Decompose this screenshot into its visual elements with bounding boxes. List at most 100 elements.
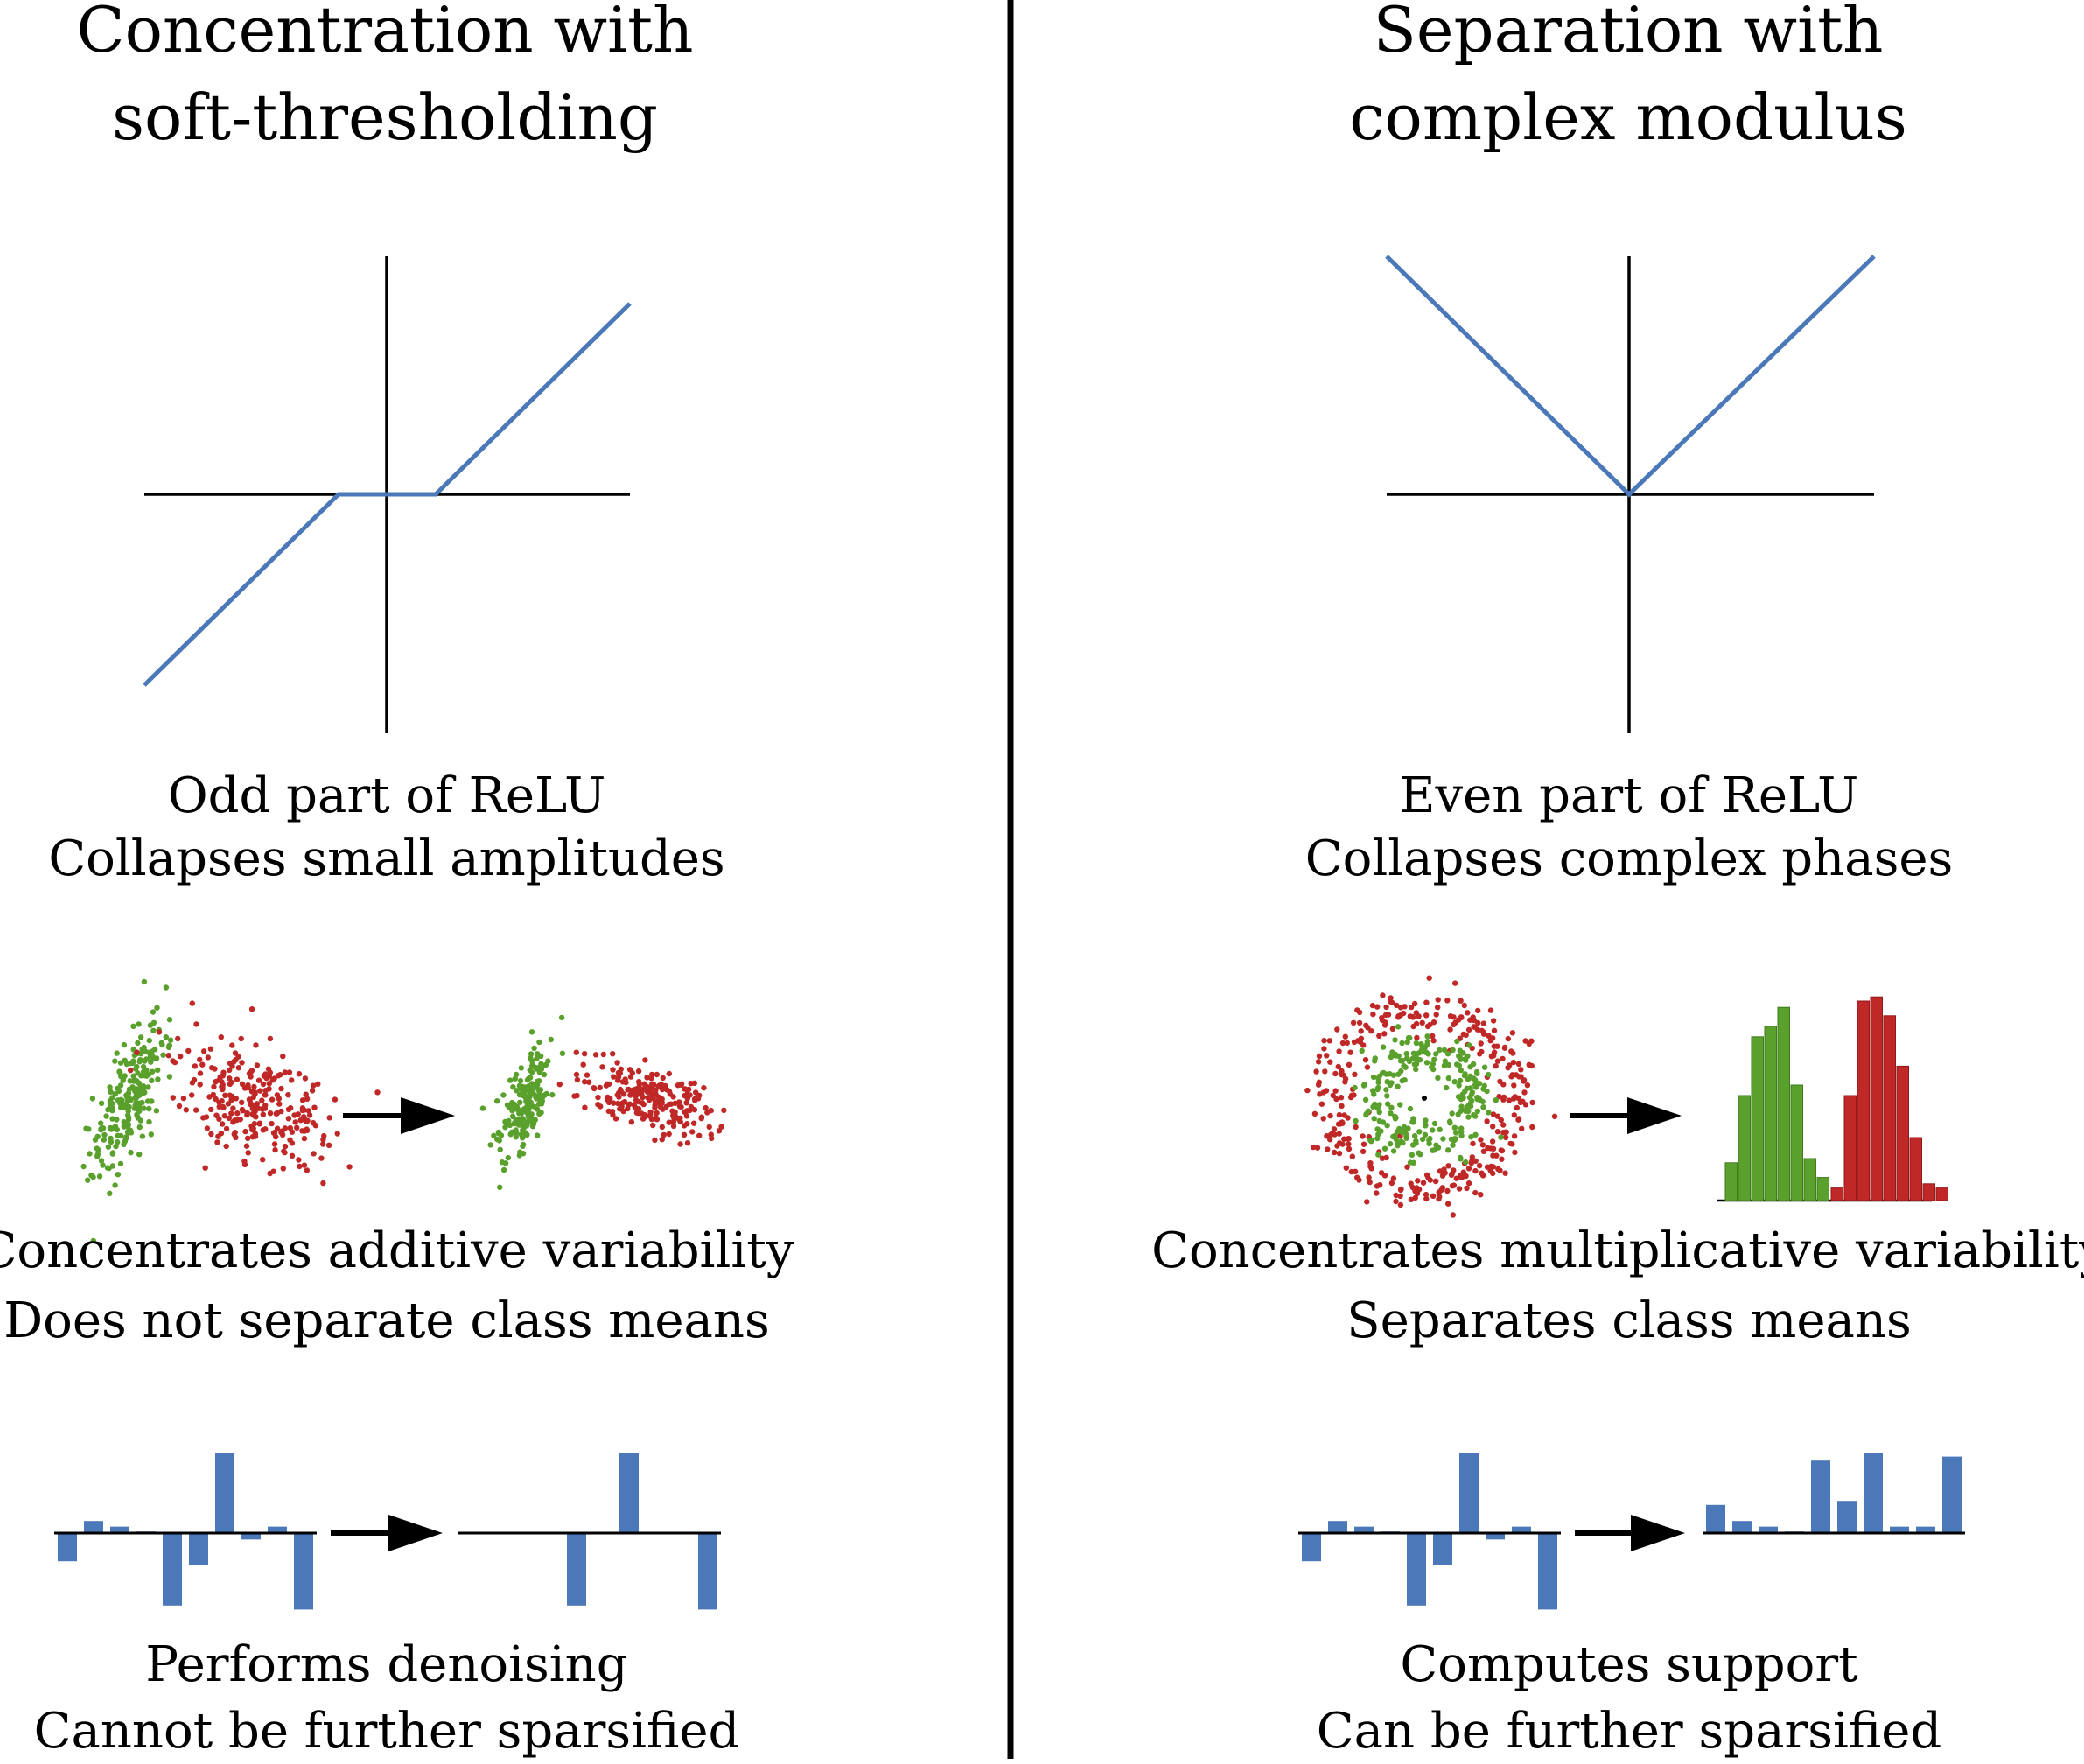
green-point — [1388, 1104, 1395, 1111]
green-point — [1362, 1096, 1369, 1103]
red-point — [1494, 1058, 1501, 1064]
red-point — [204, 1125, 211, 1131]
green-point — [1413, 1066, 1419, 1073]
green-point — [112, 1182, 118, 1188]
green-point — [1376, 1109, 1382, 1116]
green-point — [1445, 1147, 1451, 1153]
histogram-bar-red — [1922, 1183, 1935, 1201]
green-point — [1460, 1050, 1466, 1056]
red-point — [332, 1096, 339, 1102]
red-point — [1389, 999, 1395, 1006]
red-point — [1320, 1116, 1326, 1122]
green-point — [1404, 1039, 1410, 1046]
green-point — [115, 1139, 121, 1145]
green-point — [1390, 1133, 1396, 1140]
red-point — [580, 1061, 586, 1068]
red-point — [659, 1137, 665, 1143]
green-point — [1465, 1108, 1472, 1115]
green-point — [1398, 1138, 1404, 1144]
green-point — [114, 1050, 120, 1056]
red-point — [676, 1116, 682, 1123]
red-point — [1364, 1199, 1370, 1205]
red-point — [1493, 1063, 1499, 1069]
red-point — [1474, 1026, 1481, 1032]
red-point — [1490, 1018, 1497, 1024]
red-point — [1433, 1012, 1439, 1018]
red-point — [265, 1066, 272, 1072]
green-point — [1375, 1075, 1381, 1082]
vector-bar — [215, 1452, 234, 1533]
red-point — [1333, 1096, 1339, 1102]
red-point — [189, 1000, 195, 1006]
histogram-bar-red — [1896, 1065, 1909, 1201]
green-point — [146, 1105, 152, 1112]
green-point — [519, 1091, 525, 1098]
red-point — [244, 1110, 250, 1116]
red-point — [683, 1100, 689, 1106]
green-point — [120, 1077, 126, 1083]
red-point — [213, 1096, 219, 1102]
red-point — [1511, 1082, 1517, 1088]
green-point — [1395, 1024, 1402, 1030]
red-point — [278, 1130, 284, 1136]
red-point — [282, 1069, 288, 1075]
red-point — [1327, 1059, 1333, 1065]
red-point — [1316, 1079, 1323, 1086]
vector-bar — [268, 1526, 287, 1533]
green-point — [1472, 1131, 1479, 1138]
green-point — [1430, 1066, 1437, 1073]
red-point — [677, 1141, 683, 1147]
red-point — [1484, 1118, 1490, 1124]
red-point — [281, 1148, 287, 1154]
red-point — [299, 1097, 306, 1103]
red-point — [1393, 1192, 1399, 1199]
green-point — [109, 1105, 115, 1111]
green-point — [528, 1069, 535, 1075]
green-point — [138, 1034, 144, 1040]
red-point — [208, 1130, 214, 1138]
red-point — [1500, 1055, 1506, 1062]
green-point — [491, 1132, 497, 1139]
red-point — [1502, 1170, 1508, 1176]
red-point — [1449, 1171, 1455, 1177]
red-point — [581, 1051, 588, 1057]
red-point — [1325, 1146, 1331, 1152]
green-point — [1457, 1077, 1464, 1084]
green-point — [88, 1172, 94, 1179]
red-point — [346, 1164, 353, 1170]
red-point — [294, 1124, 300, 1131]
green-point — [137, 1057, 143, 1063]
green-point — [533, 1094, 539, 1101]
green-point — [98, 1158, 105, 1164]
red-point — [1344, 1040, 1351, 1046]
green-point — [1458, 1129, 1465, 1135]
left-scatter-after — [479, 1014, 727, 1191]
red-point — [652, 1104, 658, 1111]
red-point — [670, 1123, 677, 1130]
green-point — [510, 1084, 516, 1090]
green-point — [1359, 1047, 1365, 1054]
red-point — [1521, 1089, 1528, 1096]
green-point — [1465, 1114, 1472, 1120]
red-point — [1423, 1012, 1430, 1018]
green-point — [107, 1084, 113, 1090]
red-point — [573, 1049, 579, 1055]
red-point — [1376, 1032, 1382, 1040]
red-point — [1475, 1019, 1481, 1026]
red-point — [240, 1108, 246, 1114]
red-point — [1528, 1038, 1535, 1044]
red-point — [618, 1088, 624, 1095]
red-point — [1397, 1201, 1404, 1208]
vector-bar — [1486, 1533, 1505, 1540]
red-point — [1390, 1175, 1397, 1181]
green-point — [1425, 1051, 1431, 1057]
red-point — [1450, 1212, 1457, 1218]
red-point — [1490, 1124, 1496, 1130]
red-point — [1360, 1133, 1366, 1139]
green-point — [1402, 1130, 1409, 1137]
red-point — [1465, 1180, 1472, 1186]
red-point — [1445, 1163, 1451, 1169]
green-point — [1394, 1129, 1401, 1135]
red-point — [231, 1059, 237, 1065]
green-point — [145, 1084, 151, 1090]
